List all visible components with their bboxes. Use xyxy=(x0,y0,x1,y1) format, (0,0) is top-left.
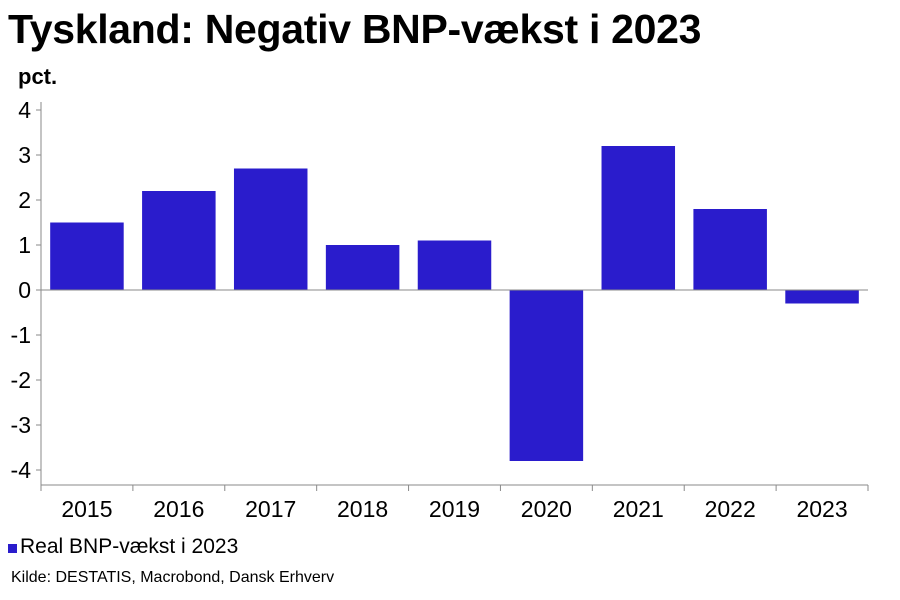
legend: Real BNP-vækst i 2023 xyxy=(8,535,238,559)
bars-group xyxy=(50,146,859,461)
x-tick-label: 2015 xyxy=(61,496,112,522)
legend-label: Real BNP-vækst i 2023 xyxy=(20,535,239,558)
bar-2023 xyxy=(785,290,859,304)
bar-2016 xyxy=(142,191,216,290)
y-tick-label: 1 xyxy=(18,232,31,258)
y-ticks-group: 4 3 2 1 0 -1 -2 -3 -4 xyxy=(11,97,32,483)
bar-2017 xyxy=(233,168,308,290)
x-tick-label: 2018 xyxy=(337,496,388,522)
x-ticks-group: 2015 2016 2017 2018 2019 2020 2021 2022 2023 xyxy=(61,496,847,522)
x-tick-label: 2019 xyxy=(429,496,480,522)
axes-group xyxy=(36,102,869,491)
y-tick-label: 0 xyxy=(18,277,31,303)
chart-title: Tyskland: Negativ BNP-vækst i 2023 xyxy=(8,6,702,52)
y-tick-label: 2 xyxy=(18,187,31,213)
y-axis-unit-label: pct. xyxy=(18,64,58,89)
y-tick-label: -3 xyxy=(11,412,31,438)
x-tick-label: 2016 xyxy=(153,496,204,522)
x-tick-label: 2020 xyxy=(521,496,572,522)
bar-2019 xyxy=(417,240,492,290)
x-tick-label: 2023 xyxy=(796,496,847,522)
y-tick-label: 4 xyxy=(18,97,31,123)
bar-2020 xyxy=(509,290,584,461)
y-tick-label: 3 xyxy=(18,142,31,168)
y-tick-label: -2 xyxy=(11,367,31,393)
x-tick-label: 2021 xyxy=(613,496,664,522)
x-tick-label: 2022 xyxy=(705,496,756,522)
bar-2022 xyxy=(693,209,767,290)
y-tick-label: -4 xyxy=(11,457,32,483)
bar-2018 xyxy=(325,245,400,290)
source-note: Kilde: DESTATIS, Macrobond, Dansk Erhver… xyxy=(11,569,335,586)
bar-2021 xyxy=(601,146,676,290)
bar-2015 xyxy=(50,222,124,290)
y-tick-label: -1 xyxy=(11,322,31,348)
x-tick-label: 2017 xyxy=(245,496,296,522)
legend-swatch xyxy=(8,543,17,553)
